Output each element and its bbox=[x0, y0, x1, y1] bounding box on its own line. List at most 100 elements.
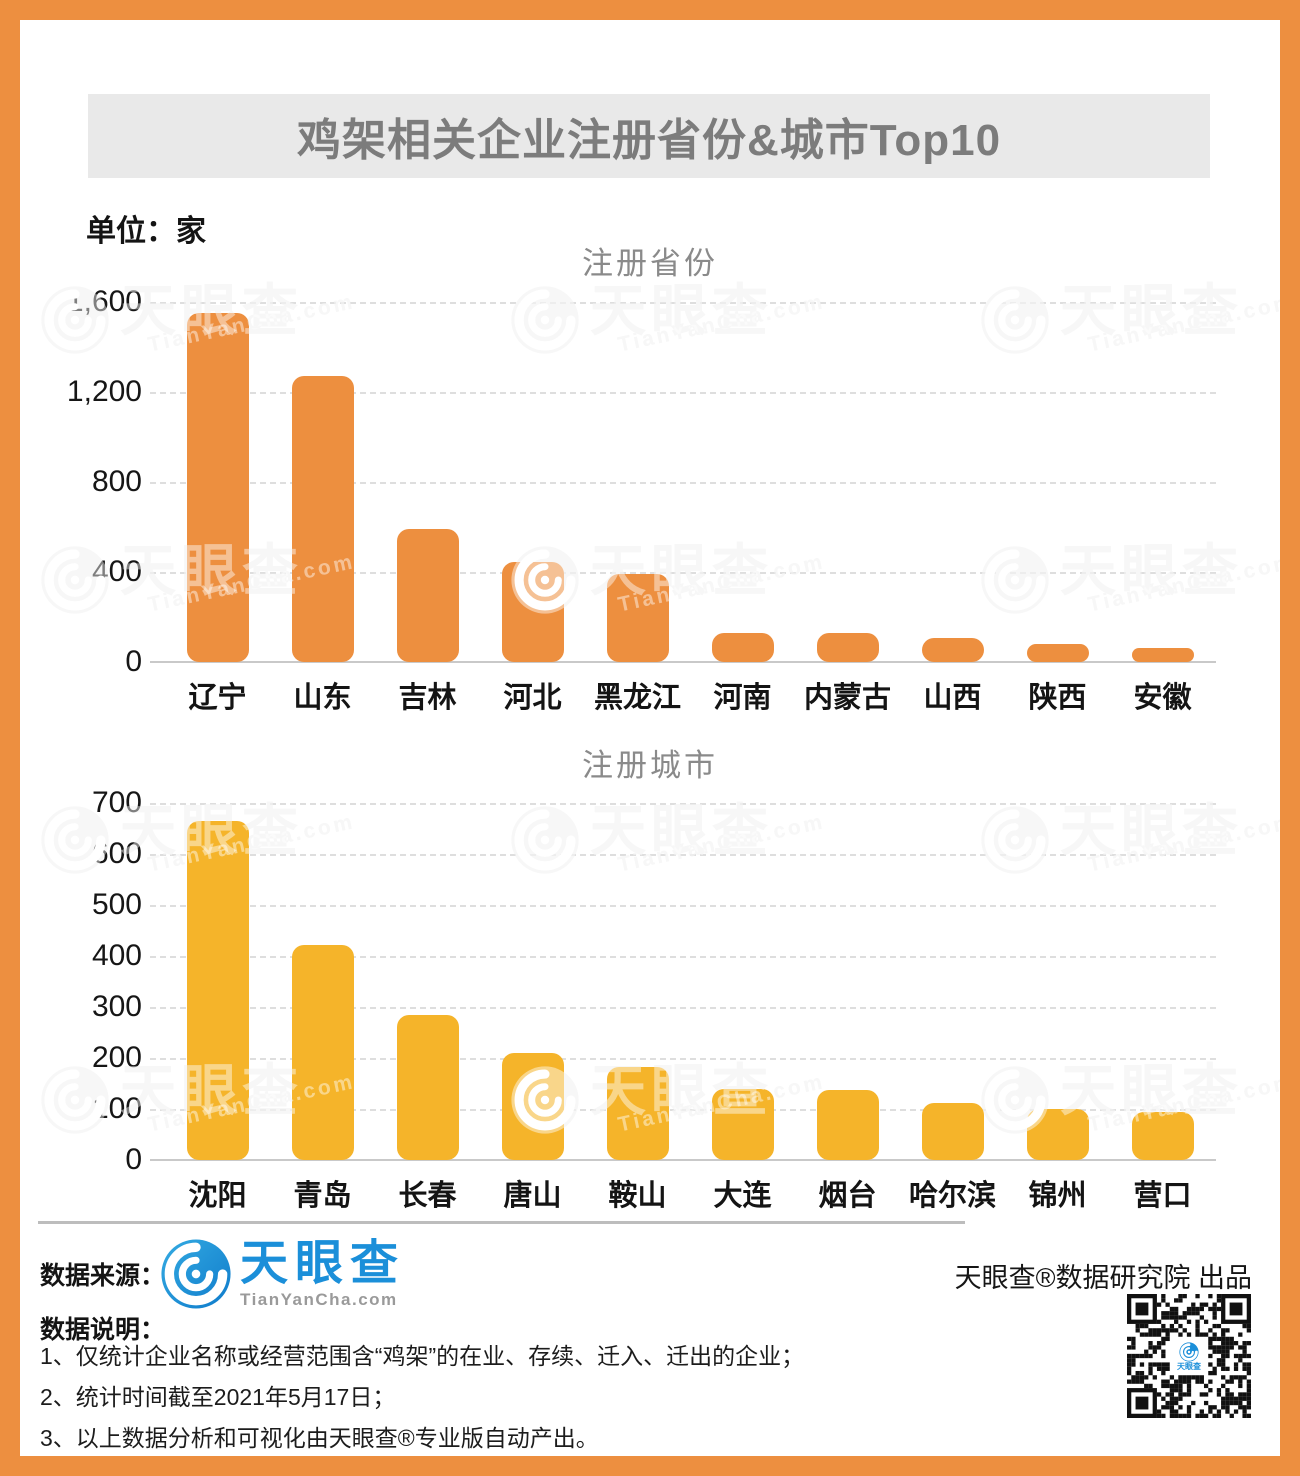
y-tick-label: 0 bbox=[125, 1143, 142, 1176]
unit-label: 单位：家 bbox=[86, 215, 206, 248]
x-axis-line bbox=[150, 1159, 1216, 1161]
x-tick-label: 唐山 bbox=[503, 1180, 562, 1212]
qr-center-logo: 天眼查 bbox=[1171, 1338, 1207, 1374]
y-tick-label: 300 bbox=[91, 990, 142, 1023]
x-tick-label: 哈尔滨 bbox=[908, 1180, 996, 1212]
bar bbox=[921, 1103, 984, 1160]
qr-code: 天眼查 bbox=[1127, 1294, 1251, 1418]
bar bbox=[711, 633, 774, 662]
x-tick-label: 长春 bbox=[398, 1180, 457, 1212]
province-chart-title: 注册省份 bbox=[582, 246, 718, 281]
city-chart-title: 注册城市 bbox=[582, 748, 718, 783]
bar bbox=[606, 574, 669, 662]
bar-slot bbox=[795, 1090, 900, 1160]
y-axis-ticks: 700 600 500 400 300 200 100 0 bbox=[0, 786, 142, 1176]
qr-swirl-icon bbox=[1179, 1341, 1199, 1362]
x-axis-labels: 辽宁 山东 吉林 河北 黑龙江 河南 内蒙古 山西 陕西 安徽 bbox=[165, 674, 1215, 716]
bar bbox=[1131, 1112, 1194, 1160]
y-tick-label: 0 bbox=[125, 645, 142, 678]
gridline bbox=[150, 956, 1216, 958]
bar bbox=[1131, 648, 1194, 662]
bars-row bbox=[165, 302, 1215, 662]
qr-pattern bbox=[1127, 1294, 1251, 1418]
bar bbox=[816, 633, 879, 662]
y-tick-label: 800 bbox=[91, 465, 142, 498]
logo-domain-text: TianYanCha.com bbox=[240, 1289, 398, 1309]
y-axis-ticks: 1,600 1,200 800 400 0 bbox=[0, 285, 142, 678]
bar bbox=[1026, 1109, 1089, 1160]
note-line: 3、以上数据分析和可视化由天眼查®专业版自动产出。 bbox=[40, 1425, 599, 1451]
bar-slot bbox=[165, 821, 270, 1160]
title-bar: 鸡架相关企业注册省份&城市Top10 bbox=[88, 94, 1210, 178]
bar-slot bbox=[690, 633, 795, 662]
gridline bbox=[150, 854, 1216, 856]
logo-brand-text: 天眼查 bbox=[240, 1236, 406, 1290]
bar bbox=[606, 1067, 669, 1160]
gridline bbox=[150, 1109, 1216, 1111]
x-tick-label: 大连 bbox=[713, 1180, 772, 1212]
gridlines bbox=[150, 302, 1216, 663]
x-tick-label: 营口 bbox=[1133, 1180, 1192, 1212]
city-bar-chart: 700 600 500 400 300 200 100 0 沈阳 青岛 长春 唐山 鞍山 大连 烟台 哈尔滨… bbox=[0, 786, 1300, 1212]
bar bbox=[1026, 644, 1089, 662]
bar-slot bbox=[480, 562, 585, 662]
y-tick-label: 400 bbox=[91, 939, 142, 972]
bar-slot bbox=[270, 376, 375, 662]
gridline bbox=[150, 1058, 1216, 1060]
bar-slot bbox=[1110, 648, 1215, 662]
tianyancha-logo: 天眼查 TianYanCha.com bbox=[160, 1238, 405, 1310]
bar-slot bbox=[270, 945, 375, 1160]
gridlines bbox=[150, 803, 1216, 1161]
bar bbox=[396, 529, 459, 662]
y-tick-label: 1,200 bbox=[66, 375, 142, 408]
note-line: 2、统计时间截至2021年5月17日； bbox=[40, 1384, 396, 1410]
y-tick-label: 400 bbox=[91, 555, 142, 588]
bar bbox=[186, 313, 249, 662]
x-tick-label: 烟台 bbox=[818, 1180, 877, 1212]
bar bbox=[396, 1015, 459, 1160]
bar bbox=[501, 562, 564, 662]
bar bbox=[186, 821, 249, 1160]
x-tick-label: 山东 bbox=[293, 682, 352, 714]
gridline bbox=[150, 572, 1216, 574]
x-axis-line bbox=[150, 661, 1216, 663]
x-tick-label: 青岛 bbox=[293, 1180, 352, 1212]
x-tick-label: 内蒙古 bbox=[803, 682, 891, 714]
x-tick-label: 河南 bbox=[713, 682, 772, 714]
x-tick-label: 鞍山 bbox=[608, 1180, 667, 1212]
bar-slot bbox=[1110, 1112, 1215, 1160]
bar-slot bbox=[375, 1015, 480, 1160]
bar-slot bbox=[375, 529, 480, 662]
bars-row bbox=[165, 803, 1215, 1160]
x-tick-label: 安徽 bbox=[1133, 682, 1192, 714]
gridline bbox=[150, 905, 1216, 907]
gridline bbox=[150, 803, 1216, 805]
x-tick-label: 陕西 bbox=[1028, 682, 1087, 714]
bar bbox=[291, 945, 354, 1160]
bar-slot bbox=[585, 1067, 690, 1160]
y-tick-label: 200 bbox=[91, 1041, 142, 1074]
y-tick-label: 700 bbox=[91, 786, 142, 819]
page-title: 鸡架相关企业注册省份&城市Top10 bbox=[296, 116, 1002, 165]
qr-logo-brand: 天眼查 bbox=[1177, 1361, 1201, 1371]
y-tick-label: 1,600 bbox=[66, 285, 142, 318]
x-tick-label: 沈阳 bbox=[188, 1180, 247, 1212]
x-tick-label: 锦州 bbox=[1028, 1180, 1087, 1212]
bar bbox=[501, 1053, 564, 1160]
bar-slot bbox=[1005, 644, 1110, 662]
gridline bbox=[150, 1007, 1216, 1009]
footer-divider bbox=[38, 1221, 965, 1224]
bar-slot bbox=[480, 1053, 585, 1160]
x-tick-label: 吉林 bbox=[398, 682, 457, 714]
bar-slot bbox=[1005, 1109, 1110, 1160]
bar-slot bbox=[795, 633, 900, 662]
gridline bbox=[150, 302, 1216, 304]
bar bbox=[291, 376, 354, 662]
tianyancha-swirl-icon bbox=[161, 1239, 231, 1309]
x-tick-label: 黑龙江 bbox=[593, 682, 681, 714]
gridline bbox=[150, 392, 1216, 394]
data-source-label: 数据来源： bbox=[40, 1262, 166, 1290]
bar bbox=[711, 1089, 774, 1160]
x-axis-labels: 沈阳 青岛 长春 唐山 鞍山 大连 烟台 哈尔滨 锦州 营口 bbox=[165, 1172, 1215, 1214]
